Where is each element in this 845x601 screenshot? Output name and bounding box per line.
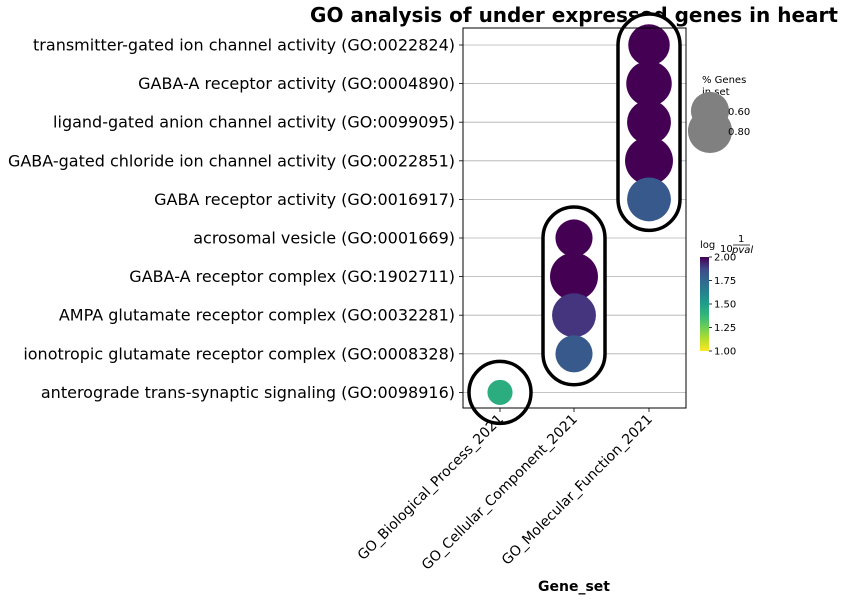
- plot-frame: [462, 27, 687, 409]
- colorbar-tick-label: 1.25: [714, 323, 736, 334]
- size-legend: % Genes in set 0.60 0.80: [687, 75, 750, 154]
- colorbar-tick-label: 2.00: [714, 253, 736, 264]
- y-tick-label: transmitter-gated ion channel activity (…: [33, 36, 455, 55]
- data-point: [627, 100, 671, 145]
- colorbar-label-den: pval: [731, 245, 753, 256]
- data-point: [628, 24, 670, 66]
- colorbar-tick-label: 1.00: [714, 347, 736, 358]
- colorbar-label-log: log: [700, 240, 715, 251]
- size-legend-label: 0.80: [728, 127, 750, 138]
- y-tick-label: GABA-gated chloride ion channel activity…: [8, 151, 455, 170]
- y-tick-label: acrosomal vesicle (GO:0001669): [193, 229, 455, 248]
- colorbar-tick-label: 1.75: [714, 276, 736, 287]
- data-point: [625, 136, 673, 185]
- y-tick-label: GABA-A receptor complex (GO:1902711): [129, 267, 455, 286]
- x-tick-label: GO_Cellular_Component_2021: [419, 412, 581, 574]
- data-point: [487, 379, 513, 405]
- colorbar-gradient: [700, 257, 709, 351]
- colorbar-label-num: 1: [738, 234, 744, 245]
- y-tick-labels: transmitter-gated ion channel activity (…: [8, 36, 463, 402]
- x-tick-labels: GO_Biological_Process_2021GO_Cellular_Co…: [355, 408, 656, 573]
- colorbar-label-sub: 10: [720, 244, 733, 255]
- data-point: [555, 219, 593, 257]
- data-point: [555, 335, 593, 373]
- colorbar: log 10 1 pval 1.00 1.25 1.50 1.75 2.00: [700, 234, 753, 358]
- size-legend-title-line1: % Genes: [702, 75, 746, 86]
- y-tick-label: AMPA glutamate receptor complex (GO:0032…: [59, 306, 455, 325]
- y-tick-label: GABA-A receptor activity (GO:0004890): [138, 74, 455, 93]
- colorbar-tick-label: 1.50: [714, 300, 736, 311]
- data-point: [626, 60, 672, 107]
- x-tick-label: GO_Biological_Process_2021: [355, 412, 507, 564]
- x-tick-label: GO_Molecular_Function_2021: [499, 412, 656, 569]
- y-tick-label: anterograde trans-synaptic signaling (GO…: [41, 383, 455, 402]
- y-tick-label: ligand-gated anion channel activity (GO:…: [53, 113, 455, 132]
- data-points: [487, 24, 673, 405]
- data-point: [550, 252, 598, 301]
- x-axis-label: Gene_set: [538, 579, 610, 595]
- chart-title: GO analysis of under expressed genes in …: [310, 3, 838, 27]
- size-legend-marker: [687, 108, 733, 154]
- size-legend-label: 0.60: [728, 107, 750, 118]
- data-point: [627, 177, 671, 222]
- data-point: [552, 293, 596, 338]
- colorbar-ticks: 1.00 1.25 1.50 1.75 2.00: [709, 253, 736, 358]
- y-tick-label: ionotropic glutamate receptor complex (G…: [23, 344, 455, 363]
- y-tick-label: GABA receptor activity (GO:0016917): [154, 190, 455, 209]
- size-legend-title-line2: in set: [702, 87, 730, 98]
